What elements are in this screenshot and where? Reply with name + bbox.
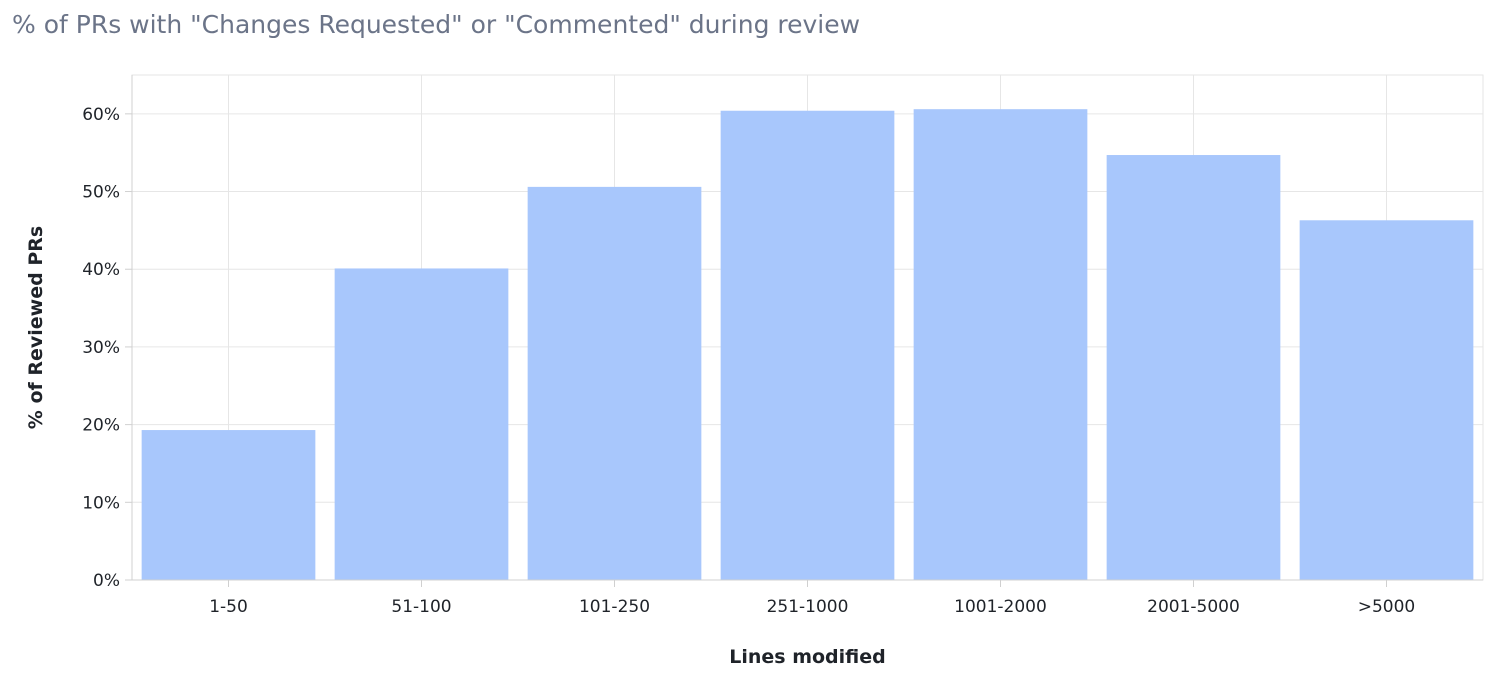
y-tick-label: 40% [82, 260, 120, 280]
bars [141, 109, 1474, 581]
x-tick-label: 251-1000 [767, 597, 849, 617]
x-tick-label: 1001-2000 [954, 597, 1047, 617]
y-tick-label: 50% [82, 183, 120, 203]
chart-title: % of PRs with "Changes Requested" or "Co… [12, 10, 861, 39]
labels: 0% 10% 20% 30% 40% 50% 60% 1-50 51-100 101-250 251… [82, 105, 1415, 617]
bar-2001-5000 [1106, 155, 1281, 580]
x-tick-label: 2001-5000 [1147, 597, 1240, 617]
axes [125, 75, 1483, 587]
y-tick-label: 30% [82, 338, 120, 358]
y-tick-label: 60% [82, 105, 120, 125]
y-tick-label: 0% [93, 571, 120, 591]
x-tick-label: >5000 [1358, 597, 1416, 617]
x-tick-label: 51-100 [391, 597, 451, 617]
x-axis-title: Lines modified [729, 646, 886, 668]
bar-1-50 [141, 430, 316, 580]
x-tick-label: 1-50 [209, 597, 248, 617]
y-tick-label: 20% [82, 416, 120, 436]
bar-51-100 [334, 268, 509, 580]
x-tick-label: 101-250 [579, 597, 650, 617]
y-tick-label: 10% [82, 493, 120, 513]
bar-101-250 [527, 186, 702, 580]
bar-1001-2000 [913, 109, 1088, 580]
bar-251-1000 [720, 110, 895, 580]
bar->5000 [1299, 220, 1474, 581]
y-axis-title: % of Reviewed PRs [25, 226, 47, 429]
